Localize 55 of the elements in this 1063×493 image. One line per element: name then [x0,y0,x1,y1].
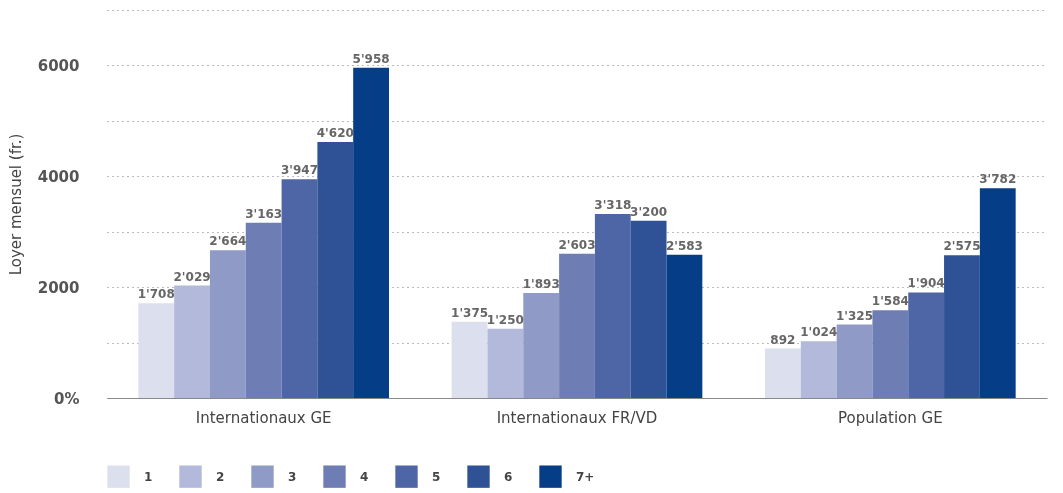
bar [559,253,595,398]
bar [944,255,980,398]
bar [317,141,354,398]
y-tick-label: 2000 [37,278,80,297]
bar [353,67,389,398]
legend-label: 6 [504,469,513,484]
bar [765,348,801,398]
data-label: 3'163 [245,206,283,221]
data-label: 2'603 [558,237,596,252]
bar [800,341,837,398]
x-tick-label: Population GE [837,408,943,427]
legend-label: 3 [288,469,297,484]
x-tick-label: Internationaux GE [195,408,332,427]
bar [451,321,488,398]
bar [523,293,560,398]
data-label: 1'250 [486,312,524,327]
data-label: 2'664 [209,234,247,249]
data-label: 3'782 [979,172,1017,187]
bar [872,310,909,398]
y-tick-label: 0% [54,389,80,408]
bar [979,188,1016,398]
data-label: 1'024 [800,325,838,340]
legend-label: 7+ [576,469,595,484]
data-label: 1'904 [907,276,945,291]
data-label: 2'583 [665,238,703,253]
data-label: 5'958 [352,51,390,66]
bar [908,292,945,398]
data-label: 1'708 [137,287,175,302]
data-label: 3'200 [630,204,668,219]
data-label: 3'318 [594,198,632,213]
y-axis-title: Loyer mensuel (fr.) [6,133,25,276]
legend-label: 1 [144,469,153,484]
data-label: 1'893 [522,277,560,292]
data-label: 892 [770,332,796,347]
y-tick-label: 4000 [37,167,80,186]
bar [836,324,873,398]
legend-label: 4 [360,469,369,484]
bar [209,250,246,398]
data-label: 1'325 [835,308,874,323]
y-tick-label: 6000 [37,56,80,75]
bar [245,222,282,398]
bar [630,220,667,398]
data-label: 1'375 [451,305,489,320]
bar [174,285,210,398]
legend-label: 5 [432,469,441,484]
data-label: 2'575 [943,239,981,254]
legend-label: 2 [216,469,225,484]
data-label: 2'029 [173,269,211,284]
data-label: 3'947 [280,163,319,178]
bar [594,214,631,398]
x-tick-label: Internationaux FR/VD [496,408,658,427]
bar [666,254,703,398]
bar [138,303,175,398]
bar [487,328,524,398]
bar [281,179,318,398]
